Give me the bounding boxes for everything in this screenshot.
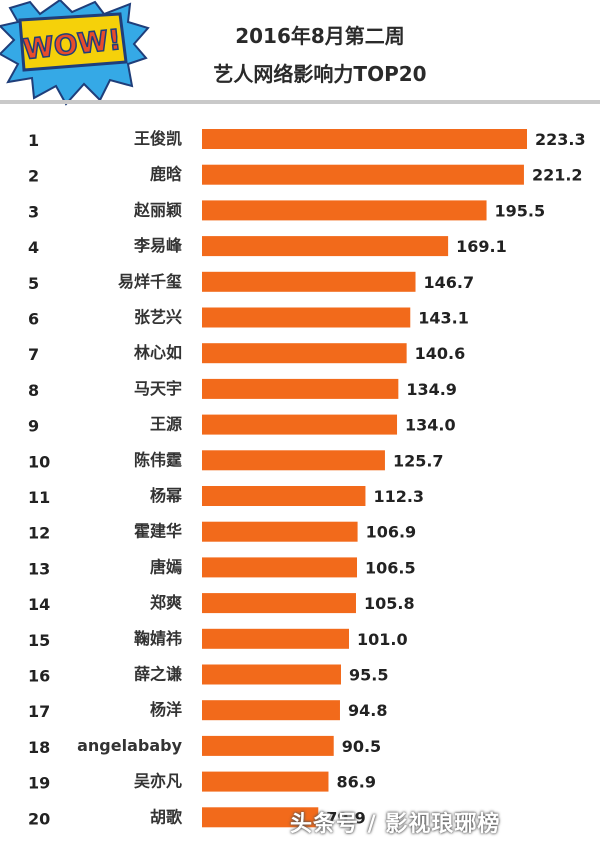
category-label: 吴亦凡 — [134, 772, 182, 791]
bar — [202, 771, 329, 792]
rank-label: 5 — [28, 274, 39, 293]
value-label: 112.3 — [373, 487, 424, 506]
bar — [202, 807, 319, 828]
watermark-text: 头条号 / 影视琅琊榜 — [290, 812, 501, 837]
rank-label: 11 — [28, 488, 50, 507]
value-label: 195.5 — [495, 201, 546, 220]
value-label: 140.6 — [415, 344, 466, 363]
category-label: 陈伟霆 — [134, 450, 182, 469]
bar — [202, 700, 340, 721]
category-label: 唐嫣 — [150, 557, 182, 576]
bar — [202, 521, 358, 542]
value-label: 223.3 — [535, 130, 586, 149]
value-label: 86.9 — [336, 773, 375, 792]
category-label: 杨洋 — [150, 700, 182, 719]
rank-label: 10 — [28, 452, 50, 471]
bar — [202, 735, 334, 756]
bar — [202, 557, 358, 578]
rank-label: 16 — [28, 667, 50, 686]
rank-label: 19 — [28, 774, 50, 793]
value-label: 134.0 — [405, 416, 456, 435]
category-label: angelababy — [77, 736, 182, 755]
bar — [202, 378, 399, 399]
bar — [202, 628, 349, 649]
rank-label: 20 — [28, 809, 50, 828]
value-label: 101.0 — [357, 630, 408, 649]
rank-label: 9 — [28, 417, 39, 436]
category-label: 张艺兴 — [134, 308, 182, 327]
category-label: 马天宇 — [134, 379, 182, 398]
category-label: 王源 — [150, 415, 182, 434]
value-label: 79.9 — [326, 808, 365, 827]
rank-label: 13 — [28, 559, 50, 578]
bar — [202, 593, 356, 614]
category-label: 林心如 — [134, 343, 182, 362]
rank-label: 12 — [28, 524, 50, 543]
value-label: 143.1 — [418, 309, 469, 328]
bar — [202, 200, 487, 221]
value-label: 105.8 — [364, 594, 415, 613]
value-label: 221.2 — [532, 166, 583, 185]
category-label: 李易峰 — [133, 236, 183, 255]
bar — [202, 307, 411, 328]
rank-label: 15 — [28, 631, 50, 650]
category-label: 鞠婧祎 — [134, 629, 182, 648]
rank-label: 6 — [28, 310, 39, 329]
bar — [202, 486, 366, 506]
category-label: 赵丽颖 — [133, 200, 182, 219]
bar — [202, 450, 385, 471]
value-label: 94.8 — [348, 701, 387, 720]
value-label: 90.5 — [342, 737, 381, 756]
bar — [202, 271, 416, 292]
category-label: 薛之谦 — [134, 665, 182, 684]
rank-label: 18 — [28, 738, 50, 757]
category-label: 杨幂 — [150, 486, 182, 505]
rank-label: 4 — [28, 238, 39, 257]
value-label: 106.5 — [365, 558, 416, 577]
bar — [202, 343, 407, 364]
value-label: 169.1 — [456, 237, 507, 256]
bar — [202, 236, 449, 257]
category-label: 胡歌 — [150, 807, 183, 826]
category-label: 易烊千玺 — [118, 272, 182, 291]
value-label: 106.9 — [366, 523, 417, 542]
header-divider — [0, 100, 600, 104]
bar — [202, 129, 527, 149]
value-label: 134.9 — [406, 380, 457, 399]
category-label: 郑爽 — [150, 593, 182, 612]
bar — [202, 164, 524, 185]
category-label: 王俊凯 — [134, 129, 182, 148]
wow-badge-icon: WOW! — [0, 0, 150, 106]
category-label: 霍建华 — [134, 522, 182, 541]
bar — [202, 664, 341, 685]
category-label: 鹿晗 — [150, 165, 183, 184]
rank-label: 17 — [28, 702, 50, 721]
rank-label: 1 — [28, 131, 39, 150]
chart-title-line1: 2016年8月第二周 — [235, 24, 405, 48]
rank-label: 8 — [28, 381, 39, 400]
rank-label: 2 — [28, 167, 39, 186]
chart-header: WOW! 2016年8月第二周 艺人网络影响力TOP20 — [0, 0, 600, 110]
value-label: 95.5 — [349, 666, 388, 685]
value-label: 125.7 — [393, 451, 444, 470]
bar — [202, 414, 398, 435]
value-label: 146.7 — [424, 273, 475, 292]
rank-label: 3 — [28, 202, 39, 221]
rank-label: 14 — [28, 595, 50, 614]
rank-label: 7 — [28, 345, 39, 364]
chart-title-line2: 艺人网络影响力TOP20 — [213, 62, 427, 86]
